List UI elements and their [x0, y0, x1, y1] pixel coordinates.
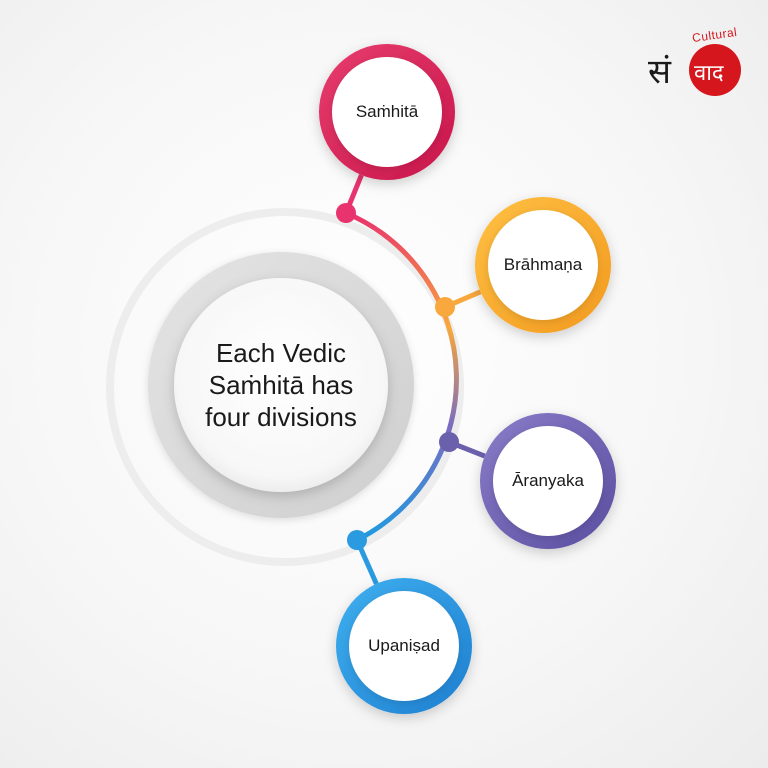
node-circles [319, 44, 616, 714]
logo: सं वाद Cultural [640, 25, 750, 98]
node-label-brahmana: Brāhmaṇa [503, 255, 583, 274]
node-disc-samhita [332, 57, 442, 167]
connector-dot-brahmana [435, 297, 455, 317]
connector-dot-aranyaka [439, 432, 459, 452]
node-disc-aranyaka [493, 426, 603, 536]
node-label-samhita: Saṁhitā [355, 102, 419, 121]
outer-ring [106, 208, 464, 566]
center-disc [174, 278, 388, 492]
connector-arc [343, 210, 459, 543]
node-label-aranyaka: Āranyaka [512, 471, 584, 490]
logo-mark-icon: सं वाद [648, 44, 741, 96]
node-disc-upanisad [349, 591, 459, 701]
connector-dot-samhita [336, 203, 356, 223]
connector-dot-upanisad [347, 530, 367, 550]
svg-text:वाद: वाद [694, 61, 724, 86]
node-label-upanisad: Upaniṣad [368, 636, 440, 655]
svg-text:सं: सं [648, 52, 672, 92]
center-title: Each Vedic Saṁhitā has four divisions [205, 338, 357, 432]
connectors [336, 174, 486, 585]
node-disc-brahmana [488, 210, 598, 320]
